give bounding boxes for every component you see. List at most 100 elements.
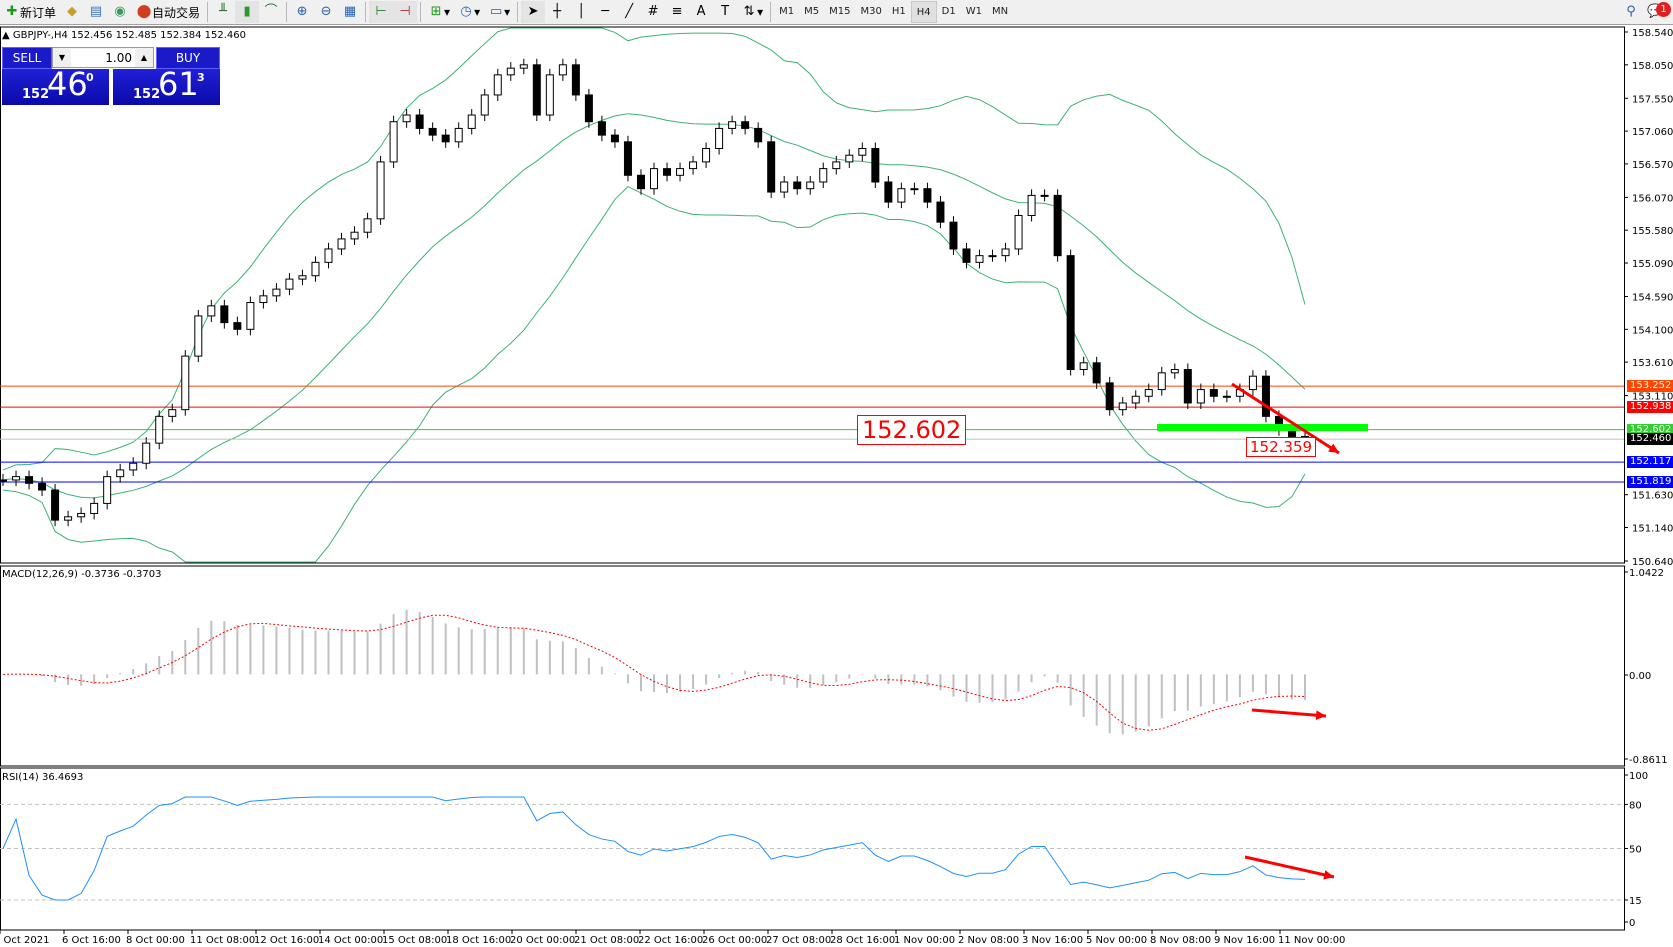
candle (1001, 248, 1010, 257)
sell-price[interactable]: 152 46 0 (2, 65, 109, 105)
rsi-axis-label: 100 (1629, 771, 1648, 782)
candle (298, 275, 307, 280)
candle (129, 462, 138, 471)
timeframe-w1[interactable]: W1 (965, 6, 982, 17)
timeframe-m15[interactable]: M15 (829, 6, 851, 17)
rsi-arrow-head (1323, 870, 1334, 880)
lot-stepper: ▼ ▲ (52, 47, 154, 68)
time-axis-label: 5 Nov 00:00 (1086, 935, 1147, 946)
chart-shift-button[interactable]: ⊣ (393, 1, 418, 23)
arrows-button[interactable]: ⇅ ▾ (737, 1, 767, 23)
timeframe-d1[interactable]: D1 (941, 6, 956, 17)
price-axis-label: 158.540 (1632, 28, 1673, 39)
cursor-button[interactable]: ➤ (521, 1, 546, 23)
time-axis-label: 8 Nov 08:00 (1150, 935, 1211, 946)
candle (272, 288, 281, 297)
tile-windows-icon: ▦ (343, 4, 357, 19)
navigator-button[interactable]: ▤ (84, 1, 108, 23)
macd-axis-label: 1.0422 (1629, 568, 1664, 579)
chart-shift-icon: ⊣ (399, 4, 411, 19)
candle (25, 476, 34, 484)
channel-button[interactable]: ≡ (665, 1, 689, 23)
notification-badge: 1 (1656, 2, 1671, 17)
chart-canvas[interactable]: 158.540 158.050 157.550 157.060 156.570 156.0… (0, 25, 1673, 947)
indicators-button[interactable]: ⊞ ▾ (424, 1, 454, 23)
candle (545, 74, 554, 116)
trendline-button[interactable]: ╱ (617, 1, 641, 23)
candle (793, 181, 802, 190)
candle (1014, 214, 1023, 250)
candle (181, 355, 190, 411)
zoom-in-button[interactable]: ⊕ (290, 1, 314, 23)
crosshair-button[interactable]: ┼ (545, 1, 569, 23)
candle (1209, 389, 1218, 397)
candle (1248, 375, 1257, 391)
auto-scroll-button[interactable]: ⊢ (369, 1, 394, 23)
timeframe-m5[interactable]: M5 (804, 6, 820, 17)
main-chart-panel (0, 26, 1625, 564)
vertical-line-button[interactable]: │ (569, 1, 593, 23)
templates-button[interactable]: ▭ ▾ (489, 4, 511, 19)
candlestick-button[interactable]: ▮ (235, 1, 260, 23)
timeframe-m1[interactable]: M1 (779, 6, 795, 17)
lot-input[interactable] (71, 49, 135, 67)
candle (858, 148, 867, 156)
timeframe-h1[interactable]: H1 (891, 6, 906, 17)
tile-windows-button[interactable]: ▦ (338, 1, 362, 23)
candle (558, 64, 567, 76)
market-watch-icon: ◆ (67, 4, 78, 19)
notifications-button[interactable]: 💬 1 (1643, 1, 1673, 23)
buy-price[interactable]: 152 61 3 (113, 65, 220, 105)
timeframe-h4[interactable]: H4 (910, 1, 937, 23)
fibonacci-button[interactable]: # (641, 1, 665, 23)
candle (936, 201, 945, 223)
text-button[interactable]: A (689, 1, 713, 23)
trendline-icon: ╱ (625, 4, 634, 19)
timeframe-mn[interactable]: MN (991, 6, 1009, 17)
price-axis-label: 158.050 (1632, 61, 1673, 72)
candle (259, 295, 268, 304)
line-chart-button[interactable]: ⌒ (259, 1, 283, 23)
auto-trading-button[interactable]: ⬤ 自动交易 (136, 4, 201, 20)
bar-chart-button[interactable]: ╨ (211, 1, 235, 23)
price-axis-label: 157.060 (1632, 127, 1673, 138)
candle (467, 114, 476, 129)
cursor-icon: ➤ (527, 4, 539, 19)
buy-button[interactable]: BUY (156, 47, 220, 69)
search-button[interactable]: ⚲ (1619, 1, 1643, 23)
signals-icon: ◉ (114, 4, 126, 19)
new-order-button[interactable]: ✚ 新订单 (0, 1, 60, 23)
text-label-button[interactable]: T (713, 1, 737, 23)
lot-increase-button[interactable]: ▲ (140, 53, 148, 62)
candle (350, 231, 359, 240)
price-axis-label: 156.070 (1632, 193, 1673, 204)
candle (871, 148, 880, 183)
price-axis-label: 155.580 (1632, 226, 1673, 237)
horizontal-line-button[interactable]: ─ (593, 1, 617, 23)
price-level-tag: 152.460 (1627, 433, 1673, 446)
candle (337, 238, 346, 250)
candle (571, 64, 580, 96)
text-icon: A (696, 4, 706, 19)
candle (51, 489, 60, 521)
zoom-out-button[interactable]: ⊖ (314, 1, 338, 23)
candle (103, 476, 112, 504)
timeframe-m30[interactable]: M30 (860, 6, 882, 17)
sell-button[interactable]: SELL (2, 47, 52, 69)
lot-decrease-button[interactable]: ▼ (58, 53, 66, 62)
signals-button[interactable]: ◉ (108, 1, 132, 23)
rsi-header: RSI(14) 36.4693 (2, 772, 84, 783)
price-annotation[interactable]: 152.602 (857, 415, 967, 445)
candle (597, 121, 606, 136)
toolbar: ✚ 新订单 ◆ ▤ ◉ ⬤ 自动交易 ╨ ▮ ⌒ ⊕ ⊖ ▦ ⊢ ⊣ ⊞ ▾ ◷ ▾ ▭… (0, 0, 1673, 25)
time-axis-label: 1 Nov 00:00 (894, 935, 955, 946)
candle (0, 479, 7, 482)
candle (532, 64, 541, 116)
price-level-tag: 152.938 (1627, 401, 1673, 414)
market-watch-button[interactable]: ◆ (60, 1, 84, 23)
candle (207, 305, 216, 317)
periods-button[interactable]: ◷ ▾ (454, 1, 484, 23)
price-axis-label: 156.570 (1632, 160, 1673, 171)
price-annotation[interactable]: 152.359 (1246, 437, 1317, 457)
candle (38, 482, 47, 491)
